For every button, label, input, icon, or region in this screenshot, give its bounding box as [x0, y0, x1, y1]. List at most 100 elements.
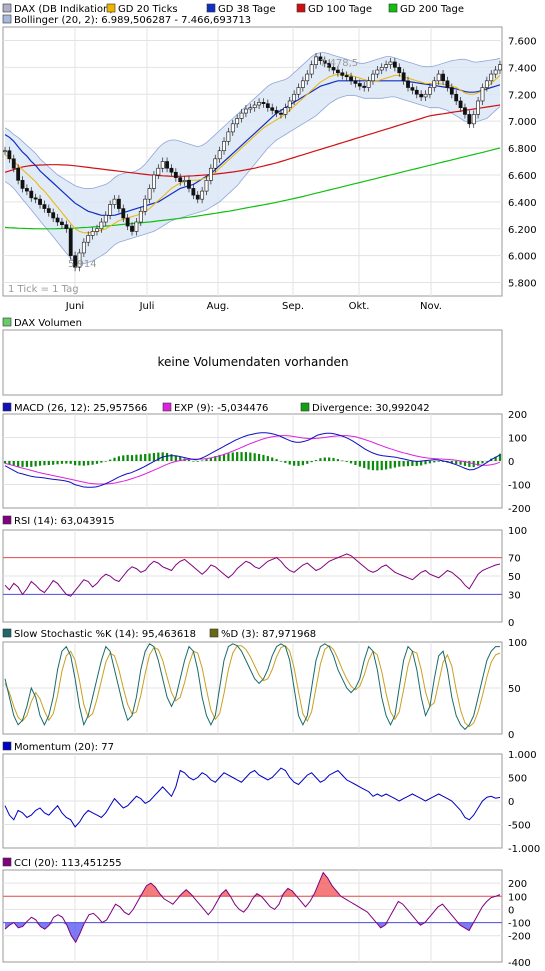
price-candle-body — [432, 80, 437, 88]
macd-divergence-bar — [240, 452, 243, 461]
price-candle-body — [458, 100, 463, 108]
price-candle-body — [340, 72, 345, 76]
momentum-line — [4, 767, 501, 828]
cci-legend-label-0: CCI (20): 113,451255 — [14, 858, 122, 869]
rsi-ytick-4: 0 — [508, 618, 514, 629]
macd-divergence-bar — [385, 461, 388, 470]
momentum-ytick-3: -500 — [508, 821, 531, 832]
x-tick-2: Aug. — [207, 301, 230, 312]
price-candle-body — [454, 93, 459, 102]
price-candle-body — [108, 204, 113, 216]
bollinger-legend-label: Bollinger (20, 2): 6.989,506287 - 7.466,… — [14, 15, 251, 26]
price-candle-body — [33, 197, 38, 200]
price-low-annotation: 5.914 — [68, 259, 97, 270]
macd-divergence-bar — [157, 452, 160, 461]
macd-divergence-bar — [363, 461, 366, 469]
cci-panel — [2, 869, 503, 963]
price-candle-body — [165, 161, 169, 169]
price-legend-swatch-1 — [106, 3, 116, 13]
macd-divergence-bar — [73, 461, 77, 466]
macd-divergence-bar — [455, 461, 458, 465]
gd100-line — [4, 104, 501, 177]
price-candle-body — [463, 107, 467, 115]
price-candle-body — [152, 174, 156, 189]
price-candle-body — [125, 217, 130, 227]
macd-divergence-bar — [398, 461, 401, 467]
macd-divergence-bar — [301, 461, 304, 466]
price-candle-body — [195, 194, 200, 200]
macd-divergence-bar — [402, 461, 405, 467]
price-candle-body — [296, 87, 301, 95]
price-candle-body — [471, 114, 476, 125]
macd-divergence-bar — [271, 457, 274, 461]
price-candle-body — [484, 80, 489, 88]
price-candle-body — [375, 69, 380, 75]
price-candle-body — [279, 112, 283, 115]
macd-divergence-bar — [336, 459, 340, 461]
macd-divergence-bar — [341, 460, 344, 462]
macd-divergence-bar — [209, 457, 212, 461]
macd-divergence-bar — [319, 458, 322, 461]
stoch-legend-swatch-0 — [2, 628, 12, 638]
macd-divergence-bar — [214, 456, 217, 461]
stoch-ytick-1: 50 — [508, 684, 521, 695]
macd-divergence-bar — [380, 461, 383, 471]
price-candle-body — [327, 63, 332, 68]
price-candle-body — [95, 228, 99, 232]
price-candle-body — [213, 158, 218, 169]
price-candle-body — [204, 180, 209, 192]
macd-divergence-bar — [358, 461, 361, 467]
macd-divergence-bar — [139, 454, 142, 461]
macd-divergence-bar — [420, 461, 423, 466]
macd-divergence-bar — [95, 461, 99, 464]
macd-legend-label-1: EXP (9): -5,034476 — [174, 403, 268, 414]
momentum-ytick-0: 1.000 — [508, 750, 537, 761]
macd-divergence-bar — [345, 461, 348, 462]
price-candle-body — [81, 241, 86, 254]
macd-divergence-bar — [437, 461, 440, 462]
price-candle-body — [121, 208, 126, 219]
price-candle-body — [73, 255, 77, 268]
macd-divergence-bar — [415, 461, 418, 466]
price-candle-body — [336, 69, 340, 74]
x-tick-3: Sep. — [282, 301, 304, 312]
price-candle-body — [244, 108, 248, 114]
macd-divergence-bar — [244, 452, 248, 461]
price-candle-body — [160, 161, 165, 169]
macd-divergence-bar — [91, 461, 94, 465]
price-candle-body — [16, 167, 21, 181]
macd-divergence-bar — [468, 461, 471, 467]
stochastic-k-line — [4, 643, 500, 731]
cci-ytick-5: -400 — [508, 958, 531, 969]
gd200-line — [4, 147, 501, 230]
price-candle-body — [38, 198, 42, 205]
rsi-ytick-2: 50 — [508, 572, 521, 583]
price-candle-body — [498, 64, 502, 71]
macd-ytick-3: -100 — [508, 481, 531, 492]
price-candle-body — [476, 100, 480, 115]
macd-divergence-bar — [227, 453, 230, 461]
price-legend-label-1: GD 20 Ticks — [118, 4, 178, 15]
price-high-annotation: 7.478,5 — [320, 58, 358, 69]
rsi-ytick-0: 100 — [508, 526, 527, 537]
price-candle-body — [169, 167, 174, 173]
price-candle-body — [138, 210, 143, 223]
price-candle-body — [392, 61, 397, 68]
price-candle-body — [388, 61, 393, 65]
price-candle-body — [99, 221, 104, 230]
macd-divergence-bar — [424, 461, 427, 465]
price-candle-body — [20, 180, 25, 189]
price-candle-body — [283, 107, 288, 115]
price-candle-body — [419, 93, 424, 98]
price-candle-body — [11, 158, 16, 169]
price-candle-body — [217, 150, 222, 160]
price-candle-body — [46, 208, 51, 213]
macd-divergence-bar — [56, 461, 59, 465]
macd-divergence-bar — [43, 461, 46, 466]
momentum-ytick-4: -1.000 — [508, 844, 540, 855]
rsi-ytick-3: 30 — [508, 590, 521, 601]
price-legend-label-4: GD 200 Tage — [400, 4, 464, 15]
macd-divergence-bar — [306, 461, 309, 464]
price-candle-body — [371, 73, 375, 82]
price-candle-body — [143, 198, 148, 212]
